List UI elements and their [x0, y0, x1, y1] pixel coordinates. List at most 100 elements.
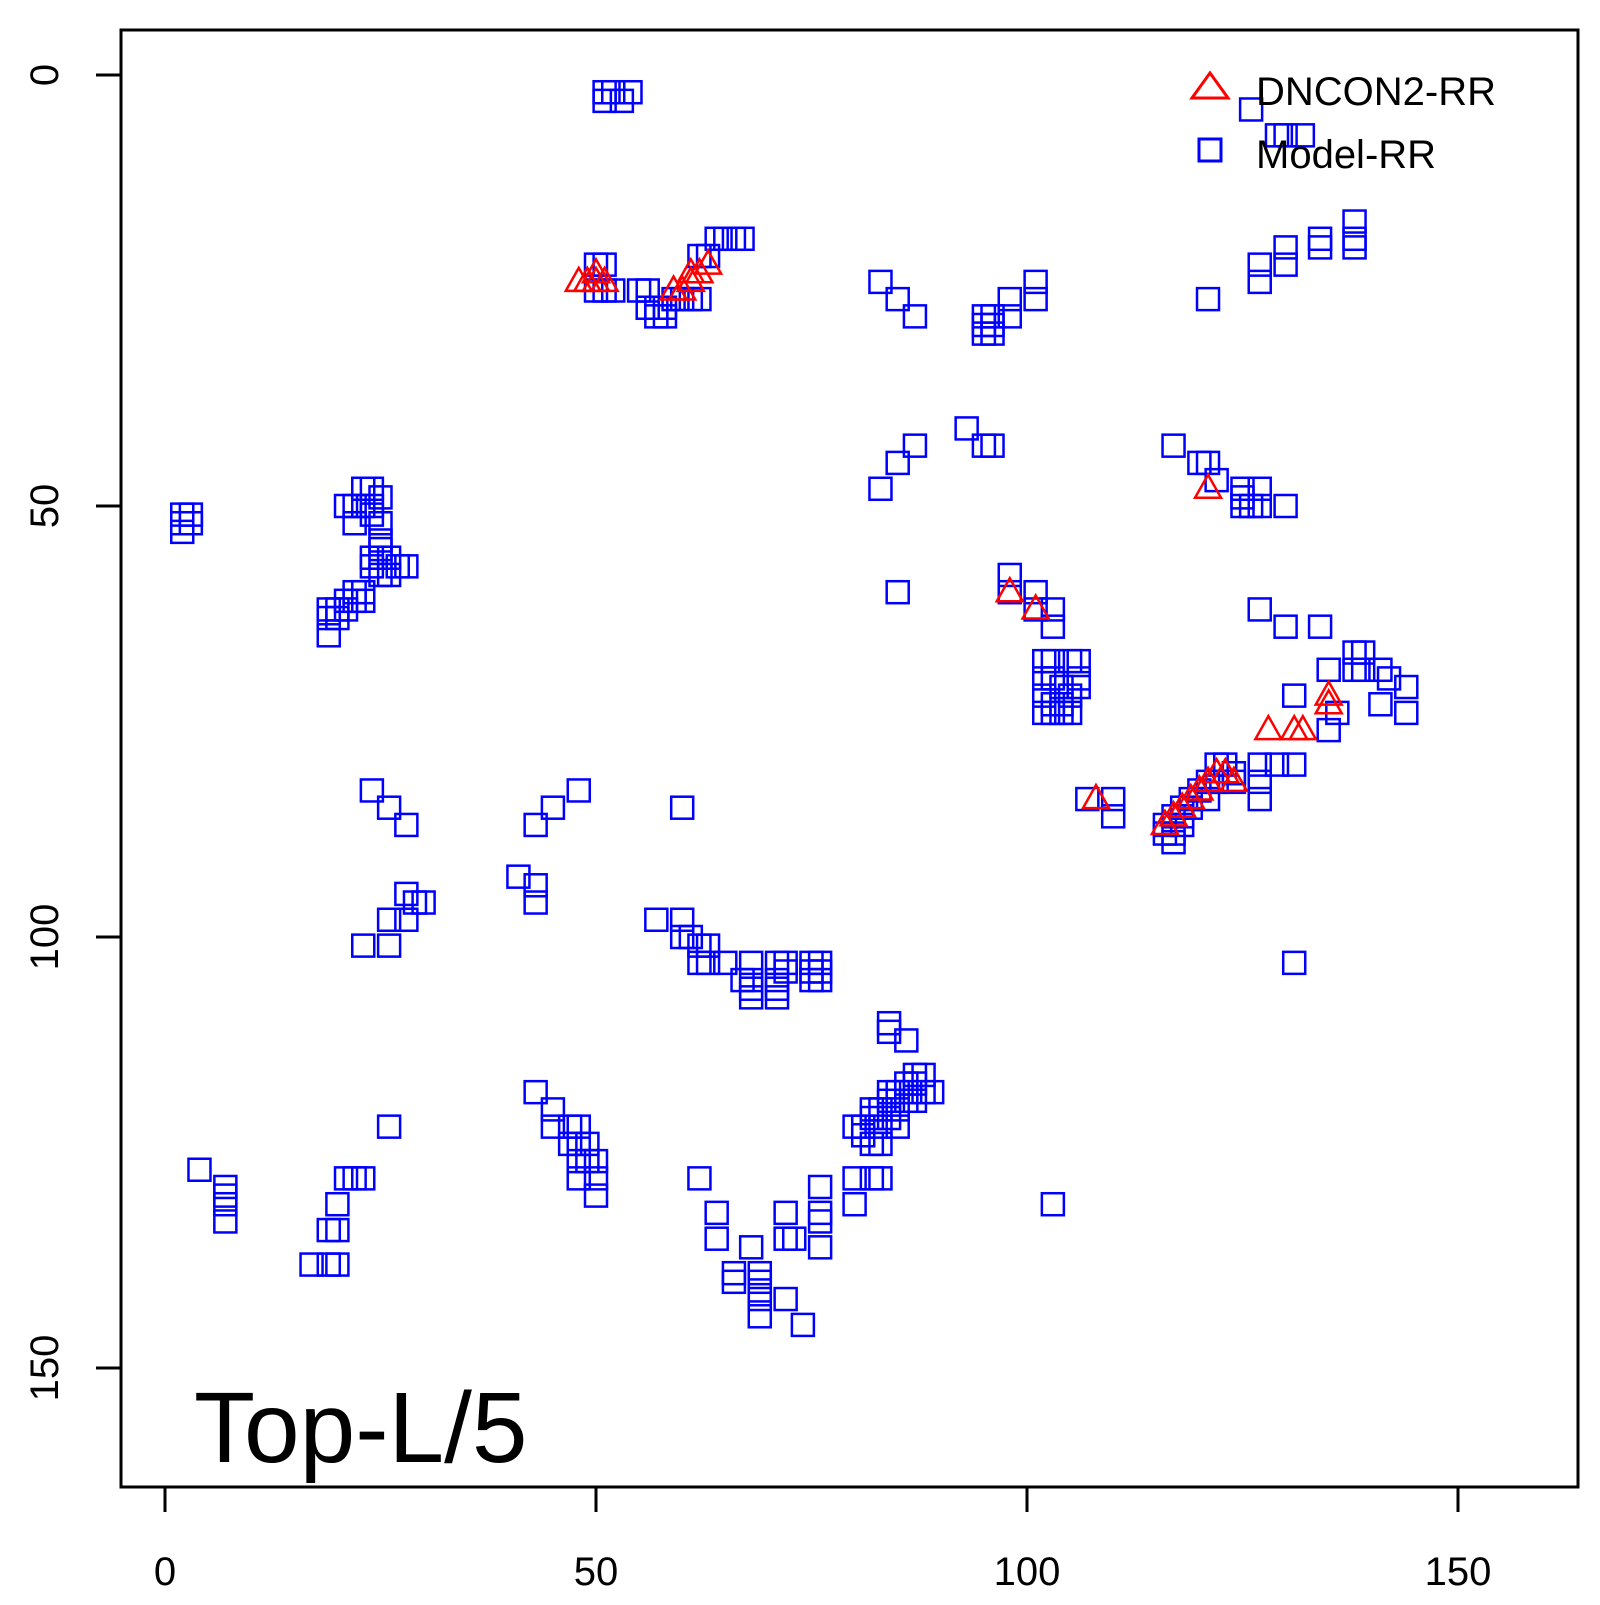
model-rr-point: [299, 1252, 324, 1277]
model-rr-point: [1100, 786, 1126, 812]
y-tick-label: 100: [23, 904, 67, 971]
model-rr-point: [351, 588, 376, 614]
dncon2-rr-point: [1313, 679, 1344, 706]
model-rr-point: [868, 1131, 893, 1157]
model-rr-point: [342, 588, 367, 614]
model-rr-point: [359, 554, 385, 579]
model-rr-point: [1040, 666, 1066, 691]
model-rr-point: [325, 605, 350, 631]
model-rr-point: [652, 304, 678, 329]
model-rr-point: [997, 304, 1023, 329]
model-rr-point: [566, 1148, 592, 1174]
model-rr-point: [359, 545, 385, 570]
model-rr-point: [868, 1166, 893, 1191]
model-rr-point: [368, 510, 393, 536]
model-rr-point: [799, 959, 824, 984]
model-rr-point: [333, 493, 359, 519]
model-rr-point: [566, 1131, 592, 1157]
model-rr-point: [351, 933, 376, 958]
model-rr-point: [1066, 648, 1091, 674]
model-rr-point: [1040, 648, 1066, 674]
model-rr-point: [773, 1200, 798, 1226]
model-rr-point: [1307, 226, 1333, 252]
model-rr-point: [894, 1071, 919, 1096]
model-rr-point: [1307, 235, 1333, 260]
model-rr-point: [523, 873, 548, 898]
model-rr-point: [325, 1252, 350, 1277]
model-rr-point: [859, 1097, 885, 1122]
dncon2-rr-point: [675, 256, 706, 284]
model-rr-point: [644, 907, 669, 933]
model-rr-point: [394, 881, 419, 907]
model-rr-point: [782, 1226, 807, 1251]
model-rr-point: [850, 1114, 876, 1139]
dncon2-rr-point: [1167, 791, 1198, 818]
model-rr-point: [540, 1097, 566, 1122]
model-rr-point: [885, 450, 910, 476]
model-rr-point: [1376, 666, 1402, 691]
model-rr-point: [971, 433, 997, 458]
model-rr-point: [368, 528, 393, 553]
model-rr-point: [885, 1114, 910, 1139]
model-rr-point: [376, 933, 402, 958]
model-rr-point: [1247, 597, 1272, 622]
model-rr-point: [764, 985, 790, 1010]
model-rr-point: [368, 545, 393, 570]
dncon2-rr-point: [1287, 713, 1318, 741]
y-tick-label: 50: [23, 484, 67, 529]
model-rr-point: [747, 1286, 773, 1312]
model-rr-point: [1230, 485, 1255, 510]
model-rr-point: [316, 605, 342, 631]
dncon2-rr-point: [1218, 765, 1250, 793]
model-rr-point: [919, 1079, 945, 1105]
model-rr-point: [1316, 717, 1341, 743]
model-rr-point: [325, 1217, 350, 1243]
model-rr-point: [807, 1209, 833, 1234]
model-rr-point: [213, 1174, 238, 1200]
model-rr-point: [1040, 597, 1066, 622]
model-rr-point: [911, 1079, 936, 1105]
dncon2-rr-point: [1184, 773, 1215, 801]
model-rr-point: [178, 510, 204, 536]
model-rr-point: [213, 1209, 238, 1234]
legend: DNCON2-RR Model-RR: [1189, 70, 1496, 177]
model-rr-point: [1040, 692, 1066, 717]
model-rr-point: [1247, 269, 1272, 295]
model-rr-point: [997, 562, 1023, 588]
model-rr-point: [213, 1183, 238, 1208]
model-rr-point: [747, 1278, 773, 1303]
model-rr-point: [799, 950, 824, 976]
model-rr-point: [713, 226, 738, 252]
model-rr-point: [1230, 476, 1255, 502]
model-rr-point: [178, 502, 204, 527]
model-rr-point: [747, 1269, 773, 1295]
dncon2-rr-point: [1313, 687, 1344, 715]
model-rr-point: [169, 502, 195, 527]
model-rr-point: [359, 502, 385, 527]
model-rr-point: [764, 950, 790, 976]
model-rr-point: [1023, 597, 1048, 622]
model-rr-point: [911, 1062, 936, 1088]
model-rr-point: [635, 278, 660, 303]
model-rr-point: [316, 1252, 342, 1277]
model-rr-point: [1161, 433, 1186, 458]
model-rr-point: [394, 812, 419, 838]
model-rr-point: [359, 778, 385, 803]
model-rr-point: [721, 1269, 747, 1295]
model-rr-point: [1342, 657, 1367, 683]
dncon2-rr-point: [692, 248, 724, 275]
dncon2-rr-point: [1158, 799, 1189, 827]
y-tick-label: 0: [23, 64, 67, 86]
model-rr-point: [687, 933, 712, 958]
model-rr-point: [1342, 640, 1367, 665]
model-rr-point: [773, 1226, 798, 1251]
model-rr-point: [592, 88, 617, 114]
model-rr-point: [704, 1200, 729, 1226]
model-rr-point: [678, 924, 704, 950]
model-rr-point: [1238, 97, 1264, 122]
model-rr-point: [842, 1166, 867, 1191]
model-rr-point: [557, 1114, 583, 1139]
model-rr-point: [954, 416, 979, 441]
model-rr-point: [1316, 657, 1341, 683]
